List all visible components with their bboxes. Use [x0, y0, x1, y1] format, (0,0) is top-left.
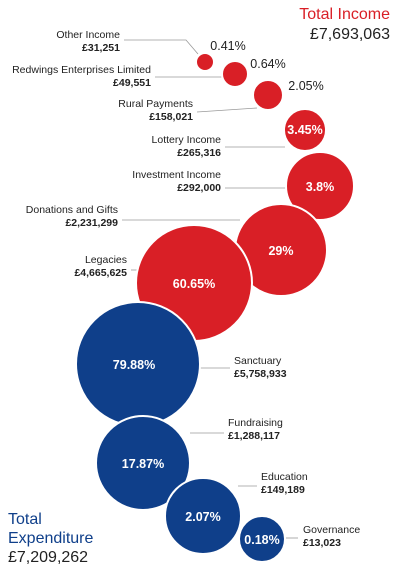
education-name-label: Education: [261, 471, 308, 483]
lottery-income-bubble: [283, 108, 327, 152]
education-percent-label: 2.07%: [185, 510, 220, 524]
sanctuary-amount-label: £5,758,933: [234, 368, 287, 380]
governance-bubble: [238, 515, 286, 563]
other-income-name-label: Other Income: [56, 29, 120, 41]
governance-percent-label: 0.18%: [244, 533, 279, 547]
fundraising-percent-label: 17.87%: [122, 457, 164, 471]
investment-income-name-label: Investment Income: [132, 169, 221, 181]
redwings-enterprises-limited-bubble: [221, 60, 249, 88]
rural-payments-leader-line: [196, 107, 258, 113]
donations-and-gifts-name-label: Donations and Gifts: [26, 204, 118, 216]
expenditure-title: Total Expenditure: [8, 511, 94, 547]
investment-income-percent-label: 3.8%: [306, 180, 335, 194]
governance-name-label: Governance: [303, 524, 360, 536]
rural-payments-percent-label: 2.05%: [288, 79, 323, 93]
other-income-bubble: [195, 52, 215, 72]
rural-payments-name-label: Rural Payments: [118, 98, 193, 110]
fundraising-amount-label: £1,288,117: [228, 430, 280, 442]
legacies-name-label: Legacies: [85, 254, 127, 266]
donations-and-gifts-percent-label: 29%: [268, 244, 293, 258]
legacies-amount-label: £4,665,625: [74, 267, 127, 279]
lottery-income-name-label: Lottery Income: [152, 134, 222, 146]
redwings-enterprises-limited-percent-label: 0.64%: [250, 57, 285, 71]
expenditure-total: £7,209,262: [8, 549, 89, 566]
lottery-income-amount-label: £265,316: [177, 147, 221, 159]
other-income-amount-label: £31,251: [82, 42, 120, 54]
other-income-percent-label: 0.41%: [210, 39, 245, 53]
fundraising-name-label: Fundraising: [228, 417, 283, 429]
redwings-enterprises-limited-name-label: Redwings Enterprises Limited: [12, 64, 151, 76]
lottery-income-percent-label: 3.45%: [287, 123, 322, 137]
income-total: £7,693,063: [309, 26, 390, 43]
other-income-leader-line: [124, 39, 199, 55]
sanctuary-name-label: Sanctuary: [234, 355, 282, 367]
rural-payments-amount-label: £158,021: [149, 111, 193, 123]
fundraising-bubble: [95, 415, 191, 511]
sanctuary-percent-label: 79.88%: [113, 358, 155, 372]
rural-payments-bubble: [252, 79, 284, 111]
redwings-enterprises-limited-amount-label: £49,551: [113, 77, 151, 89]
investment-income-amount-label: £292,000: [177, 182, 221, 194]
donations-and-gifts-amount-label: £2,231,299: [65, 217, 118, 229]
income-title: Total Income: [299, 6, 390, 23]
education-amount-label: £149,189: [261, 484, 305, 496]
legacies-percent-label: 60.65%: [173, 277, 215, 291]
investment-income-bubble: [285, 151, 355, 221]
education-bubble: [164, 477, 242, 555]
governance-amount-label: £13,023: [303, 537, 341, 549]
